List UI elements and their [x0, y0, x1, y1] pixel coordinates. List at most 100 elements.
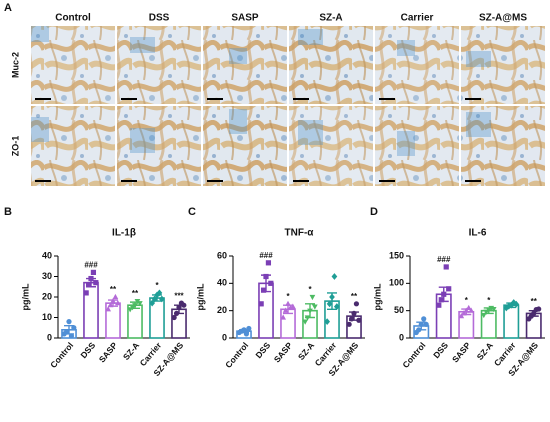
- data-point: [307, 308, 313, 314]
- significance: **: [132, 289, 139, 298]
- data-point: [309, 294, 316, 301]
- histology-image: [375, 106, 459, 186]
- y-tick-label: 30: [42, 271, 52, 281]
- y-tick-label: 10: [42, 312, 52, 322]
- x-tick-label: Control: [400, 340, 427, 370]
- stain-region: [31, 26, 49, 42]
- x-tick-label: SASP: [97, 340, 120, 364]
- data-point: [356, 317, 362, 323]
- data-point: [446, 286, 452, 292]
- column-label: Carrier: [401, 13, 434, 24]
- stain-region: [229, 109, 247, 134]
- chart-title: IL-1β: [112, 228, 136, 239]
- data-point: [68, 333, 75, 339]
- histology-image: [461, 26, 545, 104]
- histology-image: [31, 106, 115, 186]
- significance: *: [286, 292, 290, 301]
- histology-image: [375, 26, 459, 104]
- data-point: [418, 321, 424, 327]
- y-tick-label: 40: [42, 250, 52, 260]
- x-tick-label: DSS: [431, 340, 450, 360]
- significance: ###: [84, 261, 98, 270]
- significance: *: [308, 285, 312, 294]
- data-point: [105, 306, 112, 312]
- histology-panel: A: [4, 2, 12, 14]
- y-tick-label: 20: [42, 291, 52, 301]
- y-tick-label: 0: [47, 332, 52, 342]
- data-point: [282, 307, 289, 313]
- x-tick-label: SASP: [272, 340, 295, 364]
- data-point: [536, 306, 542, 312]
- significance: *: [465, 296, 469, 305]
- x-tick-label: SZ-A: [475, 340, 495, 362]
- x-tick-label: SZ-A: [296, 340, 316, 362]
- data-point: [503, 304, 510, 312]
- data-point: [110, 297, 116, 304]
- data-point: [85, 282, 92, 288]
- data-point: [83, 290, 89, 296]
- y-tick-label: 20: [217, 305, 227, 315]
- data-point: [285, 300, 291, 306]
- data-point: [241, 327, 247, 333]
- data-point: [149, 299, 156, 307]
- data-point: [63, 329, 70, 335]
- data-point: [156, 289, 163, 297]
- chart-title: TNF-α: [285, 228, 315, 239]
- x-tick-label: Control: [48, 340, 75, 370]
- significance: ###: [437, 255, 451, 264]
- data-point: [260, 287, 267, 293]
- data-point: [289, 303, 296, 309]
- data-point: [331, 273, 338, 280]
- panel-label: B: [4, 206, 12, 218]
- row-label: ZO-1: [10, 136, 20, 157]
- data-point: [465, 304, 472, 311]
- data-point: [132, 303, 138, 309]
- stain-region: [466, 51, 491, 67]
- histology-image: [117, 106, 201, 186]
- data-point: [351, 310, 357, 316]
- data-point: [66, 319, 72, 325]
- y-tick-label: 0: [399, 332, 404, 342]
- panel-label: A: [4, 2, 12, 14]
- data-point: [324, 318, 331, 325]
- stain-region: [397, 131, 415, 156]
- significance: ###: [259, 251, 273, 260]
- significance: ***: [174, 291, 184, 300]
- data-point: [246, 325, 252, 332]
- data-point: [458, 313, 465, 319]
- column-label: SASP: [231, 13, 259, 24]
- data-point: [353, 301, 360, 307]
- data-point: [348, 316, 355, 322]
- data-point: [421, 316, 427, 322]
- column-label: DSS: [149, 13, 170, 24]
- data-point: [441, 291, 447, 297]
- panel-label: C: [188, 206, 196, 218]
- histology-image: [203, 26, 287, 104]
- data-point: [438, 297, 444, 303]
- data-point: [505, 302, 512, 310]
- y-tick-label: 40: [217, 278, 227, 288]
- data-point: [171, 314, 177, 321]
- significance: **: [531, 297, 538, 306]
- row-label: Muc-2: [10, 52, 20, 78]
- chart-title: IL-6: [469, 228, 487, 239]
- data-point: [265, 260, 272, 266]
- histology-image: [31, 26, 115, 104]
- stain-region: [466, 112, 491, 137]
- panel-label: D: [370, 206, 378, 218]
- stain-region: [229, 48, 247, 64]
- y-tick-label: 60: [217, 250, 227, 260]
- y-tick-label: 0: [222, 332, 227, 342]
- stain-region: [298, 120, 323, 145]
- data-point: [88, 275, 94, 282]
- y-tick-label: 150: [389, 250, 404, 260]
- column-label: Control: [55, 13, 91, 24]
- data-point: [176, 304, 182, 310]
- y-tick-label: 100: [389, 278, 404, 288]
- data-point: [443, 264, 449, 270]
- stain-region: [130, 37, 155, 53]
- data-point: [287, 304, 294, 311]
- stain-region: [130, 128, 155, 153]
- data-point: [510, 299, 517, 306]
- data-point: [93, 280, 99, 286]
